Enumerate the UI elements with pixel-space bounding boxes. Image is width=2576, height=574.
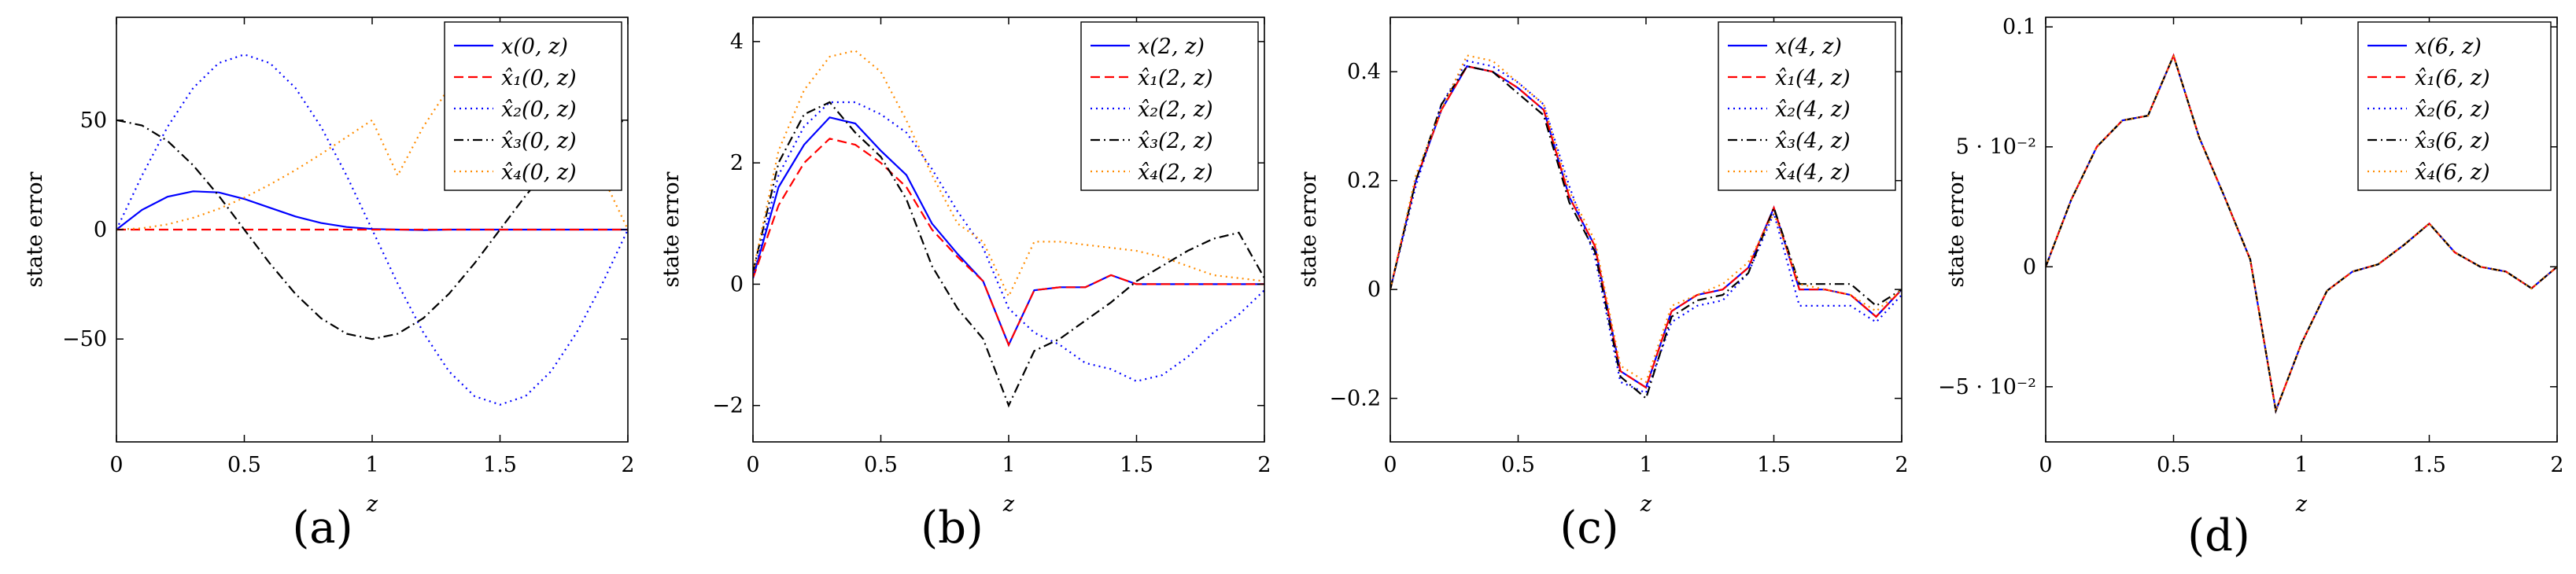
x-tick-label: 2 bbox=[2550, 453, 2563, 477]
x-tick-label: 0 bbox=[2039, 453, 2052, 477]
series-line-4 bbox=[1390, 65, 1902, 400]
y-axis-label: state error bbox=[23, 171, 47, 287]
x-tick-label: 1.5 bbox=[1757, 453, 1791, 477]
x-tick-label: 2 bbox=[1895, 453, 1908, 477]
y-tick-label: 0 bbox=[1367, 278, 1381, 302]
y-tick-label: 0 bbox=[94, 218, 107, 242]
y-tick-label: 0 bbox=[730, 272, 744, 296]
y-tick-label: 4 bbox=[730, 30, 744, 54]
y-tick-label: 2 bbox=[730, 151, 744, 175]
y-tick-label: 0 bbox=[2023, 255, 2036, 279]
legend-label: x̂₂(0, z) bbox=[501, 98, 577, 122]
legend-label: x̂₄(6, z) bbox=[2415, 160, 2490, 185]
chart-panel-1: 0 0.5 1 1.5 2 −50 0 50 z state error x(0, z) x̂₁(0,… bbox=[23, 17, 635, 554]
y-tick-label: 0.1 bbox=[2002, 15, 2036, 39]
legend: x(0, z) x̂₁(0, z) x̂₂(0, z) x̂₃(0, z) x̂₄(0,… bbox=[444, 21, 622, 191]
x-tick-label: 0 bbox=[1383, 453, 1397, 477]
y-tick-label: −0.2 bbox=[1329, 387, 1381, 411]
x-tick-label: 0.5 bbox=[1501, 453, 1535, 477]
legend-label: x̂₁(0, z) bbox=[501, 66, 577, 90]
series-line-5 bbox=[753, 50, 1264, 299]
legend: x(4, z) x̂₁(4, z) x̂₂(4, z) x̂₃(4, z) x̂₄(4,… bbox=[1718, 21, 1896, 191]
legend-label: x̂₄(2, z) bbox=[1138, 160, 1213, 185]
x-tick-label: 0 bbox=[109, 453, 123, 477]
legend-label: x̂₂(4, z) bbox=[1775, 98, 1851, 122]
x-tick-label: 2 bbox=[621, 453, 634, 477]
y-tick-label: 0.2 bbox=[1347, 169, 1381, 193]
legend-box bbox=[1080, 21, 1259, 191]
legend-box bbox=[2357, 21, 2552, 191]
series-line-5 bbox=[2046, 53, 2557, 414]
panel-label: (c) bbox=[1559, 502, 1618, 554]
y-tick-label: 0.4 bbox=[1347, 60, 1381, 84]
y-tick-label: −2 bbox=[712, 394, 744, 418]
legend-box bbox=[1718, 21, 1896, 191]
x-axis-label: z bbox=[1002, 492, 1015, 517]
legend: x(2, z) x̂₁(2, z) x̂₂(2, z) x̂₃(2, z) x̂₄(2,… bbox=[1080, 21, 1259, 191]
series-line-1 bbox=[116, 190, 628, 231]
series-line-4 bbox=[753, 101, 1264, 408]
y-tick-label: 50 bbox=[80, 109, 107, 133]
panel-label: (b) bbox=[921, 502, 984, 554]
y-axis-label: state error bbox=[1297, 171, 1321, 287]
series-line-5 bbox=[1390, 54, 1902, 384]
x-tick-label: 0 bbox=[746, 453, 759, 477]
legend-label: x̂₁(4, z) bbox=[1775, 66, 1851, 90]
x-tick-label: 1.5 bbox=[2412, 453, 2446, 477]
series-line-4 bbox=[2046, 53, 2557, 414]
legend-label: x(6, z) bbox=[2415, 35, 2482, 59]
chart-panel-2: 0 0.5 1 1.5 2 −2 0 2 4 z state error x(2, z) x̂₁(2, … bbox=[659, 17, 1271, 554]
x-tick-label: 1 bbox=[2294, 453, 2308, 477]
x-axis-label: z bbox=[366, 492, 378, 517]
legend-label: x̂₂(2, z) bbox=[1138, 98, 1213, 122]
y-axis-label: state error bbox=[659, 171, 684, 287]
x-tick-label: 1 bbox=[1639, 453, 1652, 477]
legend-label: x̂₃(4, z) bbox=[1775, 129, 1851, 153]
legend-label: x̂₃(6, z) bbox=[2415, 129, 2490, 153]
x-tick-label: 2 bbox=[1257, 453, 1271, 477]
x-tick-label: 1 bbox=[1002, 453, 1015, 477]
legend-label: x̂₃(0, z) bbox=[501, 129, 577, 153]
legend-label: x̂₁(2, z) bbox=[1138, 66, 1213, 90]
x-axis-label: z bbox=[2295, 492, 2308, 517]
legend-box bbox=[444, 21, 622, 191]
x-tick-label: 1.5 bbox=[483, 453, 517, 477]
legend-label: x̂₂(6, z) bbox=[2415, 98, 2490, 122]
x-tick-label: 0.5 bbox=[227, 453, 261, 477]
legend-label: x̂₄(0, z) bbox=[501, 160, 577, 185]
legend-label: x̂₁(6, z) bbox=[2415, 66, 2490, 90]
legend-label: x(4, z) bbox=[1775, 35, 1842, 59]
x-tick-label: 0.5 bbox=[2157, 453, 2190, 477]
legend-label: x̂₃(2, z) bbox=[1138, 129, 1213, 153]
series-line-2 bbox=[753, 138, 1264, 348]
x-tick-label: 1 bbox=[365, 453, 378, 477]
x-tick-label: 1.5 bbox=[1120, 453, 1153, 477]
series-group bbox=[753, 50, 1264, 408]
x-axis-label: z bbox=[1640, 492, 1652, 517]
y-tick-label: 5 · 10⁻² bbox=[1956, 135, 2036, 160]
chart-panel-4: 0 0.5 1 1.5 2 −5 · 10⁻² 0 5 · 10⁻² 0.1 z state err… bbox=[1938, 15, 2564, 561]
x-tick-label: 0.5 bbox=[864, 453, 898, 477]
legend-label: x(2, z) bbox=[1138, 35, 1205, 59]
legend-label: x̂₄(4, z) bbox=[1775, 160, 1851, 185]
y-tick-label: −50 bbox=[62, 327, 107, 351]
panel-label: (d) bbox=[2187, 510, 2250, 561]
legend: x(6, z) x̂₁(6, z) x̂₂(6, z) x̂₃(6, z) x̂₄(6,… bbox=[2357, 21, 2552, 191]
series-line-3 bbox=[753, 101, 1264, 383]
panel-label: (a) bbox=[292, 502, 352, 554]
y-axis-label: state error bbox=[1944, 171, 1969, 287]
series-group bbox=[1390, 54, 1902, 400]
legend-label: x(0, z) bbox=[501, 35, 568, 59]
series-group bbox=[2046, 53, 2557, 414]
y-tick-label: −5 · 10⁻² bbox=[1938, 375, 2036, 399]
